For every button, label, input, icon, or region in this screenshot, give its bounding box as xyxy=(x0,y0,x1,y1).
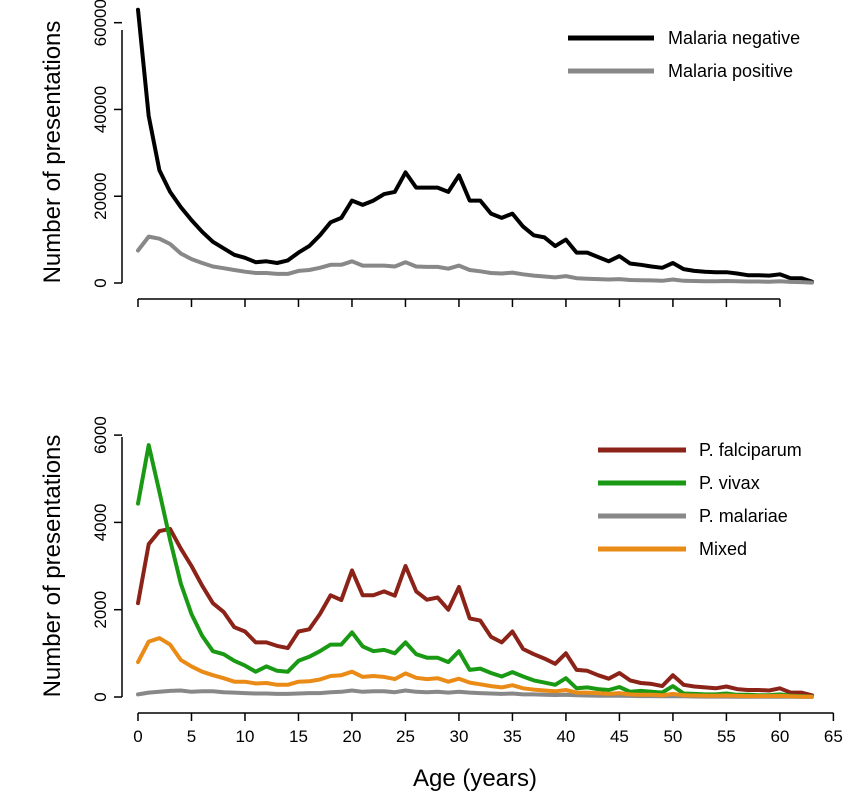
legend-label-p-vivax: P. vivax xyxy=(699,473,760,493)
bottom-x-tick-label: 40 xyxy=(556,727,575,746)
legend-label-mixed: Mixed xyxy=(699,539,747,559)
bottom-x-tick-label: 30 xyxy=(449,727,468,746)
bottom-x-tick-label: 45 xyxy=(610,727,629,746)
bottom-y-tick-label: 0 xyxy=(91,692,110,701)
bottom-y-tick-label: 4000 xyxy=(91,503,110,541)
top-legend: Malaria negative Malaria positive xyxy=(568,28,800,81)
bottom-legend: P. falciparum P. vivax P. malariae Mixed xyxy=(598,440,802,559)
bottom-x-tick-label: 15 xyxy=(289,727,308,746)
legend-label-p-falciparum: P. falciparum xyxy=(699,440,802,460)
top-y-axis-title: Number of presentations xyxy=(39,21,66,284)
bottom-x-tick-label: 10 xyxy=(236,727,255,746)
bottom-x-tick-label: 65 xyxy=(824,727,843,746)
bottom-y-tick-label: 2000 xyxy=(91,591,110,629)
top-ticks: 0 20000 40000 60000 xyxy=(91,0,781,307)
legend-label-p-malariae: P. malariae xyxy=(699,506,788,526)
top-series-group xyxy=(136,7,814,285)
bottom-x-tick-label: 0 xyxy=(133,727,142,746)
legend-label-malaria-negative: Malaria negative xyxy=(668,28,800,48)
bottom-x-tick-label: 60 xyxy=(770,727,789,746)
top-y-tick-label: 0 xyxy=(91,278,110,287)
bottom-ticks: 0 2000 4000 6000 0 5 10 15 20 25 30 35 40 45 50 55 60 65 xyxy=(91,416,843,746)
top-y-tick-label: 20000 xyxy=(91,173,110,220)
bottom-series-line-mixed xyxy=(136,636,814,699)
bottom-x-tick-label: 35 xyxy=(503,727,522,746)
bottom-series-group xyxy=(136,443,814,699)
legend-label-malaria-positive: Malaria positive xyxy=(668,61,793,81)
top-y-tick-label: 40000 xyxy=(91,86,110,133)
top-panel: 0 20000 40000 60000 Number of presentations… xyxy=(39,0,814,307)
bottom-y-tick-label: 6000 xyxy=(91,416,110,454)
bottom-x-tick-label: 50 xyxy=(663,727,682,746)
top-series-line-malaria-negative xyxy=(136,7,814,284)
bottom-x-tick-label: 20 xyxy=(343,727,362,746)
top-series-line-malaria-positive xyxy=(136,234,814,285)
top-y-tick-label: 60000 xyxy=(91,0,110,46)
bottom-series-line-p-falciparum xyxy=(136,526,814,698)
bottom-x-tick-label: 55 xyxy=(717,727,736,746)
bottom-x-tick-label: 25 xyxy=(396,727,415,746)
bottom-x-tick-label: 5 xyxy=(187,727,196,746)
bottom-y-axis-title: Number of presentations xyxy=(39,435,66,698)
x-axis-title: Age (years) xyxy=(413,765,537,792)
